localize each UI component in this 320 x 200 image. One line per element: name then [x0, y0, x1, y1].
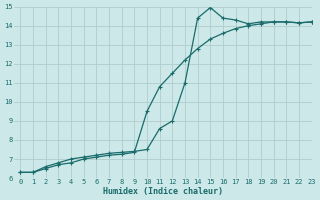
X-axis label: Humidex (Indice chaleur): Humidex (Indice chaleur) — [103, 187, 223, 196]
